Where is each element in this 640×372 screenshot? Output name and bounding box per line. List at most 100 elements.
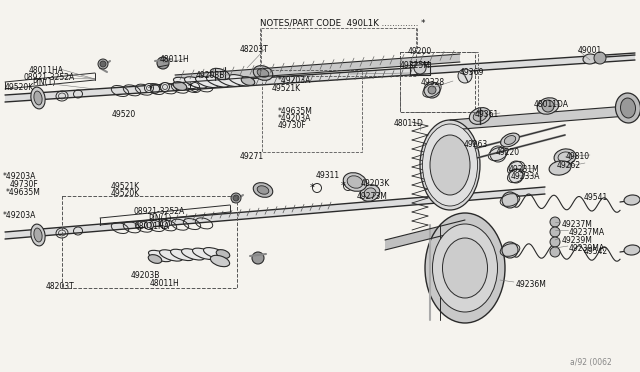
Ellipse shape	[170, 249, 193, 260]
Ellipse shape	[504, 135, 516, 144]
Ellipse shape	[620, 98, 636, 118]
Text: 48011HA: 48011HA	[29, 66, 64, 75]
Circle shape	[542, 100, 554, 112]
Text: 49262: 49262	[557, 161, 581, 170]
Text: 49001: 49001	[578, 46, 602, 55]
Ellipse shape	[422, 124, 477, 206]
Ellipse shape	[145, 83, 154, 93]
Text: 49521K: 49521K	[111, 182, 140, 191]
Ellipse shape	[583, 54, 597, 64]
Text: 49239MA: 49239MA	[569, 244, 605, 253]
Circle shape	[550, 227, 560, 237]
Circle shape	[550, 247, 560, 257]
Text: 49730F: 49730F	[278, 121, 307, 130]
Ellipse shape	[161, 83, 170, 92]
Text: *: *	[148, 84, 152, 94]
Polygon shape	[5, 187, 545, 239]
Polygon shape	[450, 105, 640, 130]
Text: *49203A: *49203A	[278, 76, 312, 85]
Ellipse shape	[343, 173, 367, 191]
Ellipse shape	[433, 224, 497, 312]
Text: 48011HA: 48011HA	[135, 222, 170, 231]
Ellipse shape	[195, 76, 218, 87]
Bar	[262, 70, 362, 152]
Ellipse shape	[193, 248, 216, 259]
Circle shape	[502, 242, 518, 258]
Text: 48011H: 48011H	[160, 55, 189, 64]
Ellipse shape	[218, 75, 241, 86]
Ellipse shape	[430, 135, 470, 195]
Ellipse shape	[182, 249, 205, 260]
Text: 49325M: 49325M	[400, 61, 431, 70]
Text: 49200: 49200	[408, 47, 432, 56]
Text: 49273M: 49273M	[357, 192, 388, 201]
Ellipse shape	[34, 91, 42, 105]
Circle shape	[233, 195, 239, 201]
Bar	[261, 28, 416, 76]
Ellipse shape	[31, 224, 45, 246]
Text: 49520: 49520	[112, 110, 136, 119]
Text: 49237MA: 49237MA	[569, 228, 605, 237]
Text: 48011D: 48011D	[394, 119, 424, 128]
Text: 49328: 49328	[421, 78, 445, 87]
Ellipse shape	[211, 255, 230, 267]
Text: *: *	[188, 82, 193, 92]
Text: 49520K: 49520K	[111, 189, 140, 198]
Text: 49311: 49311	[316, 171, 340, 180]
Text: a/92 (0062: a/92 (0062	[570, 358, 612, 367]
Text: 49521K: 49521K	[272, 84, 301, 93]
Ellipse shape	[257, 69, 269, 77]
Circle shape	[550, 237, 560, 247]
Ellipse shape	[148, 250, 172, 262]
Circle shape	[428, 86, 436, 94]
Polygon shape	[385, 220, 465, 250]
Circle shape	[414, 62, 426, 74]
Text: 48203T: 48203T	[46, 282, 75, 291]
Ellipse shape	[145, 221, 154, 230]
Text: *49635M: *49635M	[6, 188, 41, 197]
Circle shape	[100, 61, 106, 67]
Text: 49237M: 49237M	[562, 220, 593, 229]
Ellipse shape	[161, 219, 170, 228]
Text: 49361: 49361	[475, 110, 499, 119]
Text: 49520K: 49520K	[5, 83, 35, 92]
Text: 49730F: 49730F	[10, 180, 39, 189]
Ellipse shape	[473, 111, 487, 121]
Text: *49203A: *49203A	[3, 172, 36, 181]
Text: *49203A: *49203A	[278, 114, 312, 123]
Circle shape	[157, 57, 169, 69]
Text: PIN(1): PIN(1)	[148, 214, 172, 223]
Ellipse shape	[241, 77, 255, 86]
Ellipse shape	[425, 213, 505, 323]
Text: 48011DA: 48011DA	[534, 100, 569, 109]
Text: 49541: 49541	[584, 193, 608, 202]
Text: *: *	[310, 183, 314, 193]
Text: 49203B: 49203B	[131, 271, 161, 280]
Text: *49635M: *49635M	[278, 107, 313, 116]
Circle shape	[98, 59, 108, 69]
Bar	[400, 52, 478, 112]
Circle shape	[490, 146, 506, 162]
Ellipse shape	[173, 77, 196, 89]
Text: 49810: 49810	[566, 152, 590, 161]
Text: 08921-3252A: 08921-3252A	[23, 73, 74, 82]
Polygon shape	[5, 53, 635, 102]
Text: *49203A: *49203A	[3, 211, 36, 220]
Ellipse shape	[257, 186, 269, 194]
Circle shape	[594, 52, 606, 64]
Text: 49542: 49542	[584, 247, 608, 256]
Ellipse shape	[624, 245, 640, 255]
Ellipse shape	[554, 149, 576, 165]
Ellipse shape	[253, 66, 273, 80]
Ellipse shape	[211, 68, 230, 80]
Text: 49239M: 49239M	[562, 236, 593, 245]
Ellipse shape	[159, 250, 182, 261]
Circle shape	[509, 169, 523, 183]
Text: 49203B: 49203B	[196, 71, 225, 80]
Ellipse shape	[360, 185, 380, 201]
Bar	[400, 52, 475, 112]
Text: NOTES/PART CODE  490L1K .............. *: NOTES/PART CODE 490L1K .............. *	[260, 18, 426, 27]
Ellipse shape	[216, 250, 230, 259]
Text: 48203T: 48203T	[240, 45, 269, 54]
Ellipse shape	[173, 81, 187, 90]
